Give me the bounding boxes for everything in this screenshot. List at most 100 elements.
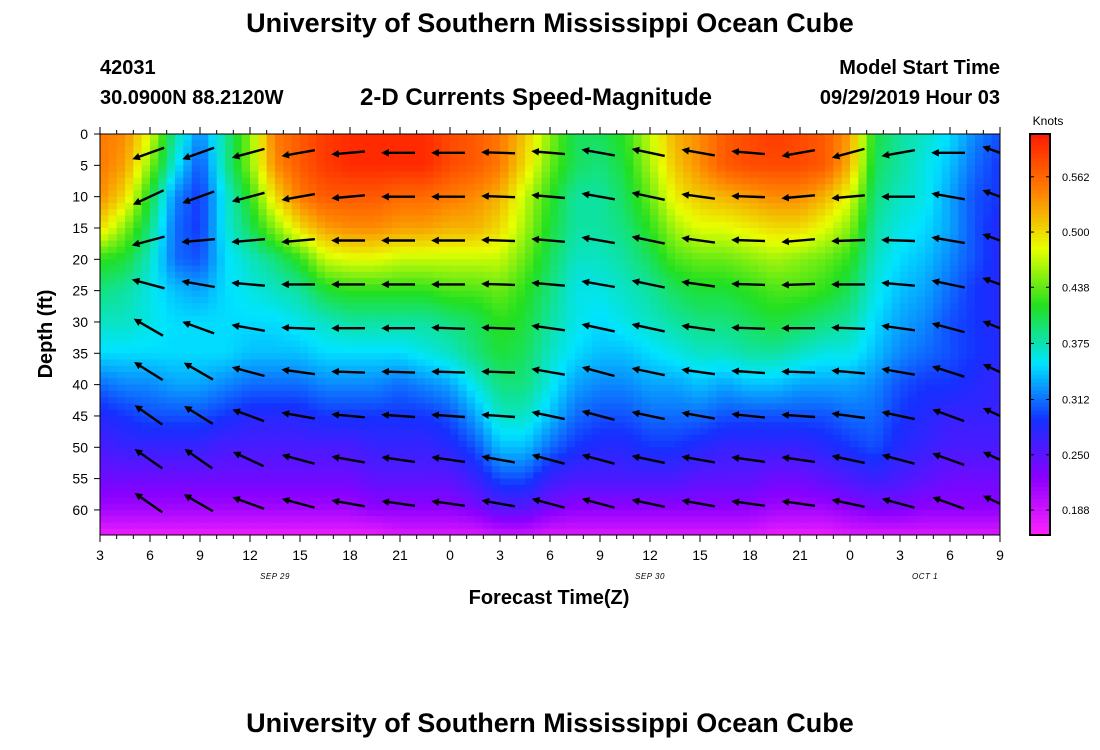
heatmap-cell [483, 215, 493, 223]
heatmap-cell [208, 165, 218, 173]
heatmap-cell [783, 265, 793, 273]
heatmap-cell [641, 196, 651, 204]
heatmap-cell [350, 240, 359, 248]
heatmap-cell [150, 422, 159, 430]
heatmap-cell [541, 309, 551, 317]
heatmap-cell [675, 265, 684, 273]
heatmap-cell [433, 246, 443, 254]
heatmap-cell [300, 390, 309, 398]
heatmap-cell [566, 347, 576, 354]
heatmap-cell [350, 159, 359, 166]
heatmap-cell [658, 253, 668, 260]
heatmap-cell [866, 171, 876, 179]
heatmap-cell [866, 159, 876, 166]
heatmap-cell [241, 359, 251, 367]
heatmap-cell [208, 309, 218, 317]
heatmap-cell [375, 271, 384, 279]
heatmap-cell [425, 303, 434, 311]
heatmap-cell [716, 278, 726, 285]
heatmap-cell [675, 328, 684, 336]
heatmap-cell [808, 340, 818, 348]
heatmap-cell [116, 422, 126, 430]
heatmap-cell [808, 403, 818, 411]
heatmap-cell [858, 309, 868, 317]
heatmap-cell [691, 340, 701, 348]
heatmap-cell [466, 196, 476, 204]
heatmap-cell [750, 152, 759, 160]
heatmap-cell [966, 290, 976, 298]
heatmap-cell [858, 234, 868, 242]
heatmap-cell [341, 234, 351, 242]
heatmap-cell [391, 403, 401, 411]
heatmap-cell [491, 353, 501, 361]
heatmap-cell [975, 240, 984, 248]
heatmap-cell [450, 190, 459, 198]
heatmap-cell [116, 184, 126, 191]
heatmap-cell [258, 253, 268, 260]
heatmap-cell [900, 278, 909, 285]
heatmap-cell [616, 390, 626, 398]
heatmap-cell [950, 227, 959, 235]
heatmap-cell [983, 227, 993, 235]
heatmap-cell [133, 390, 143, 398]
heatmap-cell [275, 334, 284, 342]
heatmap-cell [525, 378, 534, 386]
heatmap-cell [175, 227, 184, 235]
heatmap-cell [133, 159, 143, 166]
heatmap-cell [658, 209, 668, 217]
heatmap-cell [591, 152, 601, 160]
heatmap-cell [875, 384, 884, 392]
heatmap-cell [600, 309, 609, 317]
heatmap-cell [458, 397, 468, 405]
heatmap-cell [716, 353, 726, 361]
heatmap-cell [116, 378, 126, 386]
heatmap-cell [283, 190, 293, 198]
heatmap-cell [758, 315, 768, 323]
heatmap-cell [666, 284, 676, 292]
heatmap-cell [108, 265, 118, 273]
heatmap-cell [866, 347, 876, 354]
heatmap-cell [708, 221, 718, 229]
heatmap-cell [308, 290, 318, 298]
heatmap-cell [408, 171, 418, 179]
heatmap-cell [375, 378, 384, 386]
heatmap-cell [650, 140, 659, 148]
heatmap-cell [908, 296, 918, 304]
heatmap-cell [266, 259, 276, 267]
heatmap-cell [858, 334, 868, 342]
heatmap-cell [275, 328, 284, 336]
heatmap-cell [125, 184, 134, 191]
heatmap-cell [591, 140, 601, 148]
heatmap-cell [691, 265, 701, 273]
heatmap-cell [741, 146, 751, 154]
heatmap-cell [141, 152, 151, 160]
heatmap-cell [600, 315, 609, 323]
heatmap-cell [725, 303, 734, 311]
heatmap-cell [266, 347, 276, 354]
heatmap-cell [283, 246, 293, 254]
heatmap-cell [141, 422, 151, 430]
heatmap-cell [425, 202, 434, 210]
heatmap-cell [458, 303, 468, 311]
heatmap-cell [266, 284, 276, 292]
heatmap-cell [875, 347, 884, 354]
heatmap-cell [491, 359, 501, 367]
heatmap-cell [941, 390, 951, 398]
heatmap-cell [108, 321, 118, 329]
heatmap-cell [691, 234, 701, 242]
heatmap-cell [175, 328, 184, 336]
heatmap-cell [241, 415, 251, 423]
heatmap-cell [750, 359, 759, 367]
heatmap-cell [575, 134, 584, 141]
heatmap-cell [450, 321, 459, 329]
heatmap-cell [125, 403, 134, 411]
heatmap-cell [625, 278, 634, 285]
heatmap-cell [100, 378, 109, 386]
heatmap-cell [308, 403, 318, 411]
heatmap-cell [916, 372, 926, 379]
heatmap-cell [483, 303, 493, 311]
heatmap-cell [483, 309, 493, 317]
heatmap-cell [458, 347, 468, 354]
heatmap-cell [458, 253, 468, 260]
heatmap-cell [166, 271, 176, 279]
